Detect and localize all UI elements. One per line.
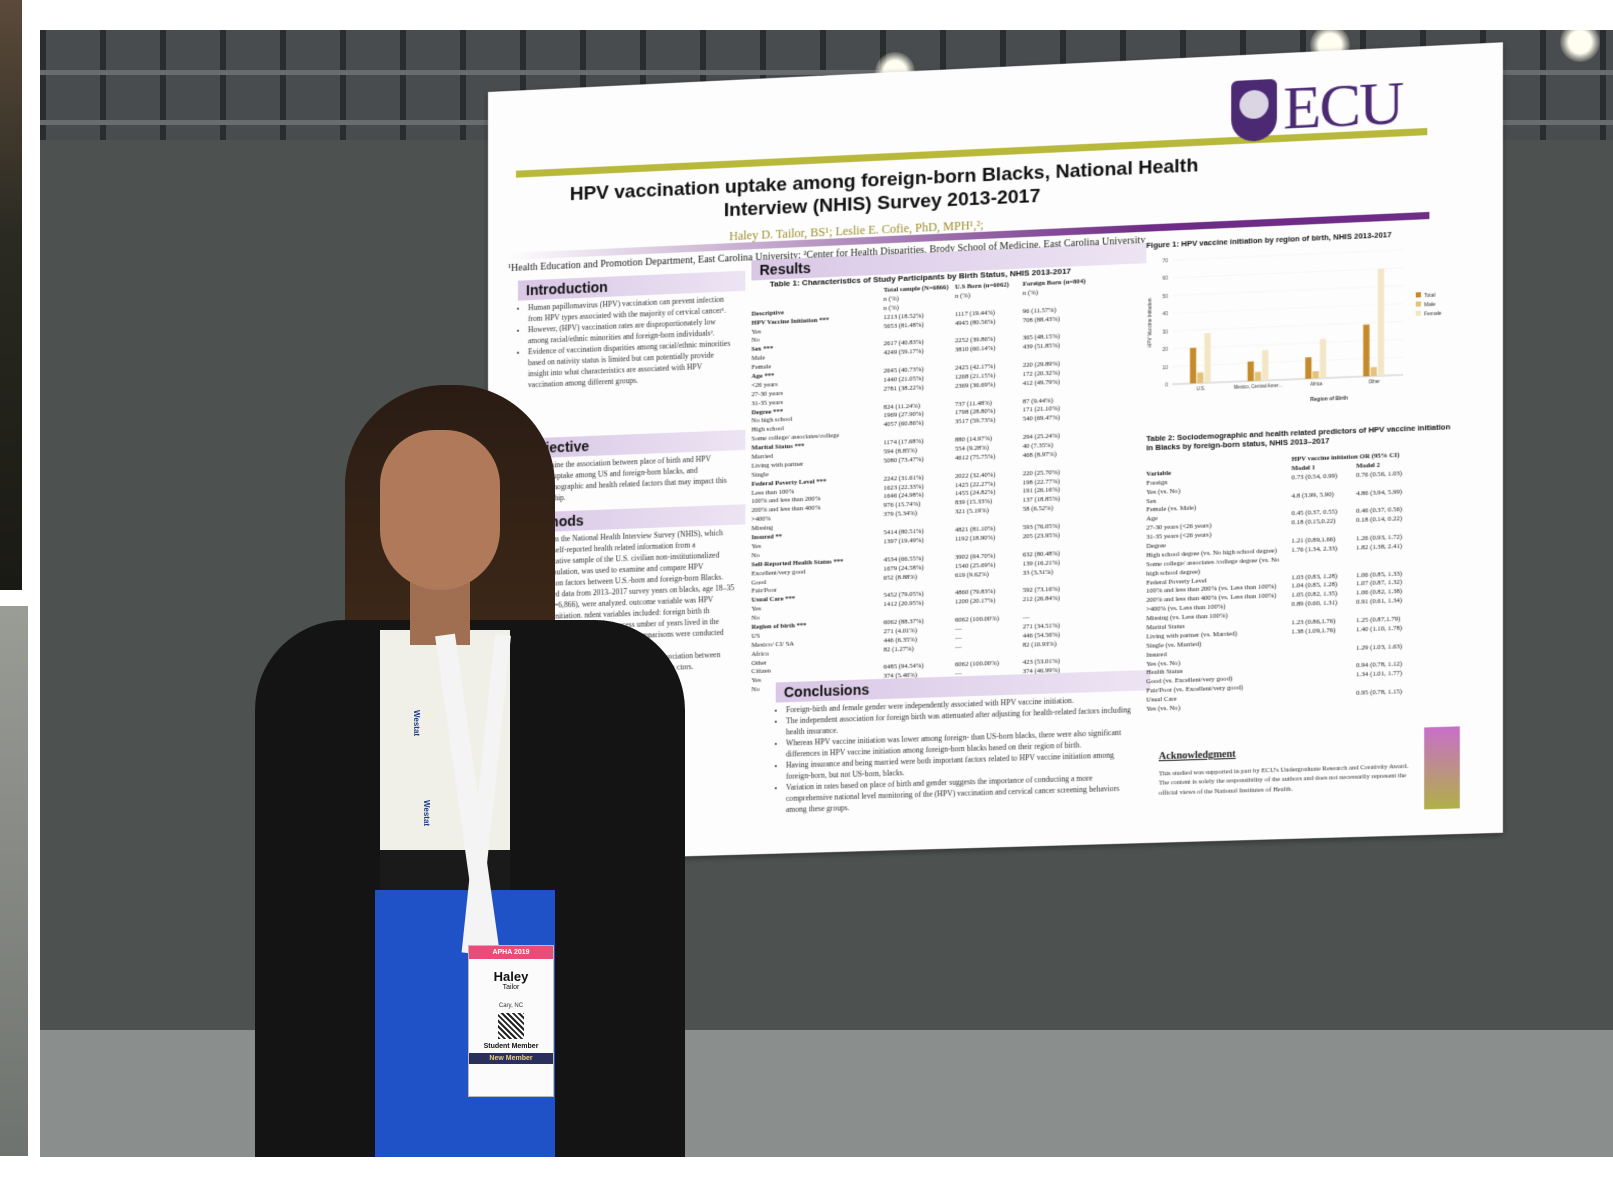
x-tick-label: U.S. [1196,386,1205,391]
floor-area [40,1030,1613,1157]
y-axis-label: HPV Vaccine Initiation [1147,298,1153,348]
bar [1305,357,1312,379]
y-tick-label: 30 [1162,329,1168,335]
ecu-seal-icon [1231,78,1277,142]
x-tick-label: Mexico, Central Amer… [1234,383,1283,390]
figure1-chart: 0 10 20 30 40 50 60 70 HPV Vaccine Initiation U.S… [1147,239,1442,404]
objective-bullet: To examine the association between place… [528,452,734,504]
legend-swatch [1415,292,1422,298]
bar [1319,338,1327,379]
bar [1254,371,1262,381]
bar [1377,268,1385,376]
logo-text: ECU [1283,68,1403,142]
adjacent-photo-top [0,0,22,590]
legend-swatch [1415,301,1422,307]
x-axis-label: Region of Birth [1310,396,1348,404]
intro-bullet: Evidence of vaccination disparities amon… [528,338,734,391]
research-poster: HPV vaccination uptake among foreign-bor… [488,42,1503,862]
photo-frame: HPV vaccination uptake among foreign-bor… [40,30,1613,1157]
bar [1247,361,1254,382]
y-tick-label: 10 [1162,365,1168,371]
bar [1204,332,1211,383]
bar [1370,367,1377,377]
gridline [1172,303,1403,313]
y-tick-label: 40 [1162,311,1168,317]
conclusions-text: Foreign-birth and female gender were ind… [776,693,1136,816]
ceiling-beam [40,70,1613,75]
ceiling-light [1560,30,1600,62]
acknowledgment-text: This studied was supported in part by EC… [1158,762,1409,797]
legend-label: Female [1424,311,1442,318]
adjacent-photo-bottom [0,606,28,1156]
bar [1197,372,1204,384]
bar [1312,371,1319,379]
decorative-swatch [1424,726,1460,810]
x-tick-label: Africa [1310,381,1322,387]
bar [1189,347,1197,384]
table2-cell [1291,553,1356,573]
methods-text: Data from the National Health Interview … [518,527,734,678]
table2-cell [1291,699,1356,710]
legend-swatch [1415,310,1422,316]
acknowledgment-heading: Acknowledgment [1158,748,1236,763]
y-tick-label: 60 [1162,276,1168,282]
legend-label: Total [1424,293,1435,300]
y-tick-label: 0 [1165,382,1168,388]
y-tick-label: 70 [1162,258,1168,264]
y-tick-label: 50 [1162,294,1168,300]
methods-bullet: Data from the National Health Interview … [528,527,734,590]
table1: Total sample (N=6866) U.S Born (n=6062) … [751,278,1090,696]
legend-label: Male [1424,302,1436,309]
ecu-logo: ECU [1231,68,1402,147]
y-tick-label: 20 [1162,347,1168,353]
gridline [1172,250,1403,260]
table2-cell [1356,697,1421,708]
bar [1363,324,1370,377]
introduction-text: Human papillomavirus (HPV) vaccination c… [518,293,734,390]
methods-bullet: Combined data from 2013–2017 survey year… [528,582,734,655]
table2-title: Table 2: Sociodemographic and health rel… [1146,422,1451,453]
gridline [1172,268,1403,278]
bar [1262,350,1269,381]
gridline [1172,286,1403,296]
table2-cell [1356,551,1421,572]
objective-text: To examine the association between place… [518,452,734,505]
table2: HPV vaccine initiation OR (95% CI) Varia… [1146,451,1421,715]
x-tick-label: Other [1368,379,1380,385]
